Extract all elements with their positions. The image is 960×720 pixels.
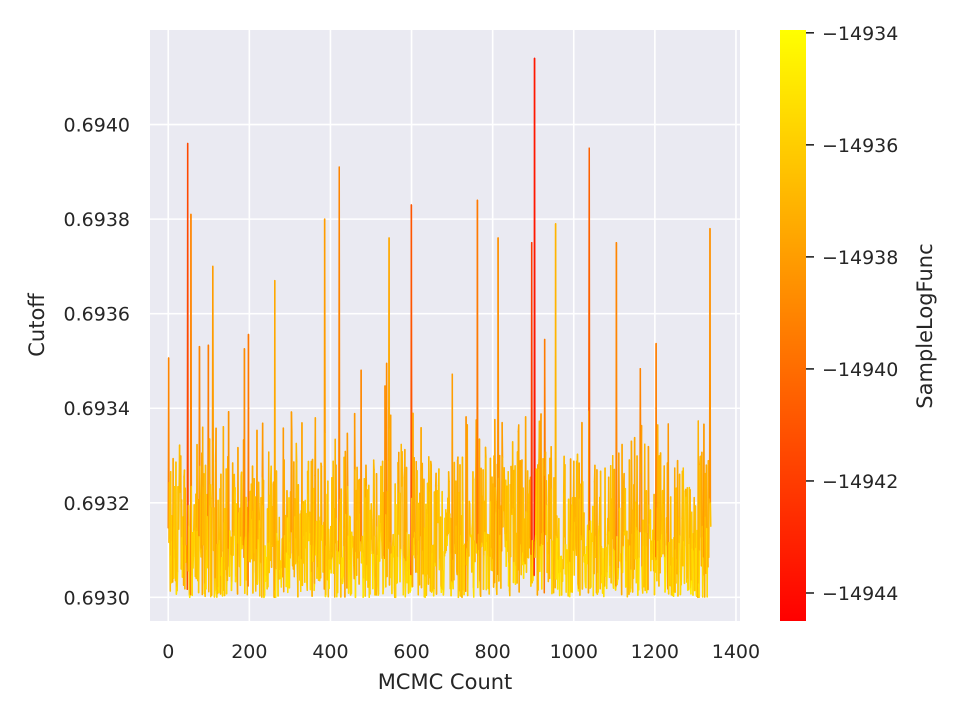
y-tick-label: 0.6938 — [64, 209, 130, 231]
x-axis-label: MCMC Count — [378, 670, 513, 694]
x-tick-label: 600 — [393, 641, 429, 663]
y-tick-label: 0.6940 — [64, 115, 130, 137]
x-tick-label: 400 — [312, 641, 348, 663]
x-tick-label: 1400 — [712, 641, 760, 663]
y-tick-label: 0.6934 — [64, 398, 130, 420]
x-tick-label: 0 — [162, 641, 174, 663]
colorbar-ticks: −14934 −14936 −14938 −14940 −14942 −14944 — [806, 23, 898, 605]
y-axis-label: Cutoff — [25, 293, 49, 357]
colorbar-label: SampleLogFunc — [913, 243, 937, 408]
y-tick-label: 0.6930 — [64, 587, 130, 609]
y-tick-label: 0.6932 — [64, 493, 130, 515]
x-tick-label: 1200 — [631, 641, 679, 663]
trace-line — [167, 57, 712, 599]
x-tick-label: 1000 — [550, 641, 598, 663]
colorbar-tick-label: −14944 — [822, 583, 898, 605]
colorbar-tick-label: −14936 — [822, 135, 898, 157]
colorbar-tick-label: −14938 — [822, 247, 898, 269]
x-tick-label: 200 — [231, 641, 267, 663]
colorbar-tick-label: −14942 — [822, 471, 898, 493]
colorbar — [780, 30, 806, 621]
x-tick-label: 800 — [475, 641, 511, 663]
y-tick-label: 0.6936 — [64, 304, 130, 326]
colorbar-tick-label: −14934 — [822, 23, 898, 45]
colorbar-tick-label: −14940 — [822, 359, 898, 381]
y-axis-ticks: 0.6930 0.6932 0.6934 0.6936 0.6938 0.6940 — [64, 115, 130, 610]
x-axis-ticks: 0 200 400 600 800 1000 1200 1400 — [162, 641, 760, 663]
